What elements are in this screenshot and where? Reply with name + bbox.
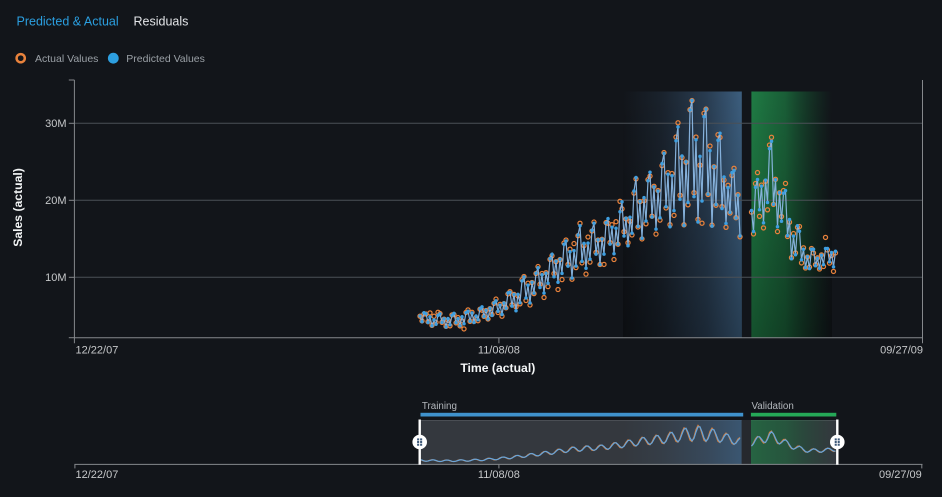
- svg-text:09/27/09: 09/27/09: [880, 345, 923, 357]
- svg-text:Training: Training: [422, 401, 457, 412]
- svg-text:Actual Values: Actual Values: [35, 53, 98, 65]
- svg-text:10M: 10M: [45, 272, 66, 284]
- svg-text:Predicted Values: Predicted Values: [126, 53, 205, 65]
- svg-text:Residuals: Residuals: [134, 15, 189, 29]
- svg-text:Predicted & Actual: Predicted & Actual: [17, 15, 119, 29]
- svg-text:30M: 30M: [45, 118, 66, 130]
- svg-text:Sales (actual): Sales (actual): [11, 168, 25, 247]
- svg-text:11/08/08: 11/08/08: [478, 469, 520, 481]
- svg-text:20M: 20M: [45, 195, 66, 207]
- svg-text:12/22/07: 12/22/07: [76, 345, 119, 357]
- svg-text:Time (actual): Time (actual): [460, 361, 535, 375]
- svg-text:Validation: Validation: [752, 401, 794, 412]
- svg-text:12/22/07: 12/22/07: [76, 469, 119, 481]
- svg-text:11/08/08: 11/08/08: [478, 345, 520, 357]
- svg-text:09/27/09: 09/27/09: [879, 469, 922, 481]
